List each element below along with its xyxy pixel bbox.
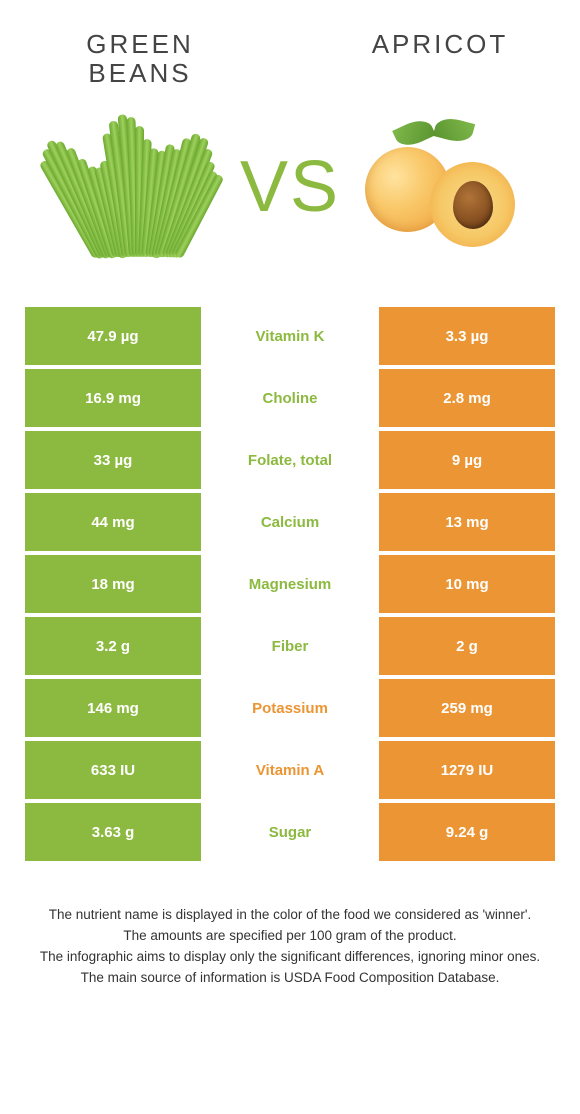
green-beans-image: [60, 107, 220, 267]
left-value: 633 IU: [25, 741, 201, 799]
nutrient-label: Vitamin A: [201, 741, 379, 799]
right-value: 1279 IU: [379, 741, 555, 799]
nutrient-row: 633 IUVitamin A1279 IU: [25, 741, 555, 799]
nutrient-row: 16.9 mgCholine2.8 mg: [25, 369, 555, 427]
left-value: 47.9 µg: [25, 307, 201, 365]
apricot-image: [360, 107, 520, 267]
right-food-title: APRICOT: [340, 30, 540, 59]
right-value: 2.8 mg: [379, 369, 555, 427]
nutrient-label: Fiber: [201, 617, 379, 675]
footnote-line: The amounts are specified per 100 gram o…: [20, 926, 560, 947]
left-value: 16.9 mg: [25, 369, 201, 427]
footnote-line: The main source of information is USDA F…: [20, 968, 560, 989]
nutrient-label: Calcium: [201, 493, 379, 551]
right-value: 3.3 µg: [379, 307, 555, 365]
nutrient-label: Folate, total: [201, 431, 379, 489]
nutrient-label: Potassium: [201, 679, 379, 737]
footnote-line: The infographic aims to display only the…: [20, 947, 560, 968]
nutrient-label: Choline: [201, 369, 379, 427]
right-value: 2 g: [379, 617, 555, 675]
footnotes: The nutrient name is displayed in the co…: [0, 865, 580, 989]
right-value: 259 mg: [379, 679, 555, 737]
left-value: 18 mg: [25, 555, 201, 613]
nutrient-row: 47.9 µgVitamin K3.3 µg: [25, 307, 555, 365]
left-food-title: GREEN BEANS: [40, 30, 240, 87]
nutrient-row: 3.63 gSugar9.24 g: [25, 803, 555, 861]
nutrient-label: Vitamin K: [201, 307, 379, 365]
nutrient-label: Sugar: [201, 803, 379, 861]
nutrient-row: 146 mgPotassium259 mg: [25, 679, 555, 737]
header: GREEN BEANS APRICOT: [0, 0, 580, 97]
right-value: 9 µg: [379, 431, 555, 489]
left-value: 146 mg: [25, 679, 201, 737]
nutrient-label: Magnesium: [201, 555, 379, 613]
nutrient-row: 44 mgCalcium13 mg: [25, 493, 555, 551]
right-value: 9.24 g: [379, 803, 555, 861]
nutrient-row: 18 mgMagnesium10 mg: [25, 555, 555, 613]
comparison-images-row: VS: [0, 97, 580, 307]
left-value: 3.2 g: [25, 617, 201, 675]
right-value: 13 mg: [379, 493, 555, 551]
nutrient-row: 33 µgFolate, total9 µg: [25, 431, 555, 489]
vs-label: VS: [240, 146, 340, 228]
right-value: 10 mg: [379, 555, 555, 613]
left-value: 3.63 g: [25, 803, 201, 861]
nutrient-row: 3.2 gFiber2 g: [25, 617, 555, 675]
nutrient-comparison-table: 47.9 µgVitamin K3.3 µg16.9 mgCholine2.8 …: [25, 307, 555, 861]
footnote-line: The nutrient name is displayed in the co…: [20, 905, 560, 926]
left-value: 44 mg: [25, 493, 201, 551]
left-value: 33 µg: [25, 431, 201, 489]
